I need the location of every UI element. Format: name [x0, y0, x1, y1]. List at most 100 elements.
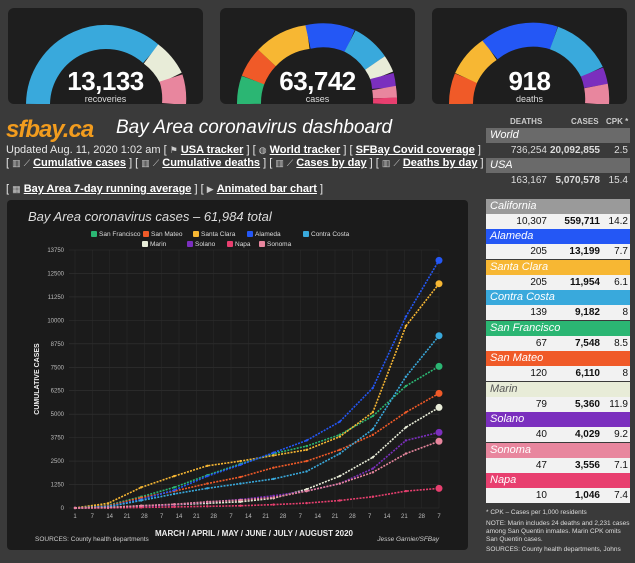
y-tick-label: 3750 — [51, 436, 65, 442]
row-cpk: 8 — [622, 368, 628, 379]
data-point — [139, 496, 143, 499]
chart-icon: ▥ — [141, 158, 150, 168]
y-tick-label: 8750 — [51, 342, 65, 348]
line-chart-icon: ⟋ — [393, 158, 400, 168]
row-deaths: 10,307 — [516, 216, 547, 227]
recoveries-gauge-arc — [26, 25, 187, 104]
y-tick-label: 6250 — [51, 389, 65, 395]
data-point — [371, 427, 375, 431]
y-tick-label: 10000 — [47, 318, 64, 324]
x-tick-label: 7 — [437, 514, 441, 520]
y-tick-label: 2500 — [51, 459, 65, 465]
row-name: Napa — [486, 473, 630, 488]
recoveries-gauge: 13,133 recoveries — [8, 8, 203, 104]
play-icon: ▶ — [206, 184, 214, 194]
series-line-solano — [74, 431, 440, 509]
x-tick-label: 21 — [332, 514, 339, 520]
line-chart-icon: ⟋ — [23, 158, 31, 168]
row-cases: 11,954 — [569, 277, 600, 288]
running-average-link[interactable]: Bay Area 7-day running average — [23, 183, 192, 195]
row-values: 120 6,110 8 — [486, 366, 630, 381]
row-deaths: 79 — [535, 399, 547, 410]
legend-label: Sonoma — [267, 241, 292, 248]
row-name: California — [486, 199, 630, 214]
row-name: Contra Costa — [486, 290, 630, 305]
data-point — [404, 384, 408, 388]
row-deaths: 120 — [530, 368, 547, 379]
x-tick-label: 14 — [314, 514, 321, 520]
data-point — [272, 494, 275, 498]
x-tick-label: 1 — [73, 514, 77, 520]
data-point — [404, 439, 408, 442]
y-tick-label: 0 — [61, 506, 65, 512]
footnote-sources: SOURCES: County health departments, John… — [486, 546, 621, 553]
flag-icon: ⚑ — [169, 145, 178, 155]
table-row-contra-costa: Contra Costa 139 9,182 8 — [486, 290, 630, 320]
sfbay-logo[interactable]: sfbay.ca — [6, 116, 108, 143]
legend-label: Marin — [150, 241, 167, 248]
recoveries-label: recoveries — [84, 94, 127, 104]
data-point — [206, 482, 209, 485]
chart-title: Bay Area coronavirus cases – 61,984 tota… — [28, 209, 272, 224]
row-name: Alameda — [486, 229, 630, 244]
row-values: 10,307 559,711 14.2 — [486, 214, 630, 229]
data-point — [371, 471, 375, 474]
row-deaths: 736,254 — [510, 145, 547, 156]
data-point — [139, 499, 143, 502]
series-endpoint — [435, 332, 443, 340]
data-point — [371, 456, 375, 459]
data-point — [404, 426, 408, 429]
footnote-cpk: * CPK – Cases per 1,000 residents — [486, 509, 587, 516]
x-tick-label: 28 — [141, 514, 148, 520]
data-point — [106, 506, 110, 509]
row-cpk: 14.2 — [608, 216, 628, 227]
data-point — [404, 489, 408, 493]
data-point — [272, 451, 275, 454]
deaths-label: deaths — [515, 94, 544, 104]
x-tick-label: 28 — [349, 514, 356, 520]
data-point — [305, 459, 308, 463]
data-point — [206, 500, 209, 504]
row-name: San Francisco — [486, 321, 630, 336]
nav-line-3: [ ▦ Bay Area 7-day running average ] [ ▶… — [6, 183, 324, 195]
row-deaths: 47 — [535, 460, 547, 471]
data-point — [338, 420, 341, 423]
data-point — [272, 503, 275, 506]
row-name: San Mateo — [486, 351, 630, 366]
cumulative-cases-link[interactable]: Cumulative cases — [33, 157, 127, 169]
line-chart-icon: ⟋ — [286, 158, 294, 168]
data-point — [338, 435, 341, 438]
series-line-marin — [74, 406, 440, 509]
col-header-deaths: DEATHS — [510, 117, 543, 126]
row-values: 139 9,182 8 — [486, 305, 630, 320]
table-row-usa: USA 163,167 5,070,578 15.4 — [486, 158, 630, 188]
table-row-santa-clara: Santa Clara 205 11,954 6.1 — [486, 260, 630, 290]
animated-bar-chart-link[interactable]: Animated bar chart — [216, 183, 317, 195]
series-line-napa — [74, 487, 440, 509]
data-point — [239, 482, 242, 485]
series-endpoint — [435, 428, 443, 436]
legend-swatch — [187, 241, 193, 247]
page-title: Bay Area coronavirus dashboard — [116, 117, 393, 138]
legend-label: Solano — [195, 241, 216, 248]
sfbay-coverage-link[interactable]: SFBay Covid coverage — [355, 144, 475, 156]
deaths-by-day-link[interactable]: Deaths by day — [402, 157, 478, 169]
x-tick-label: 7 — [160, 514, 164, 520]
y-axis-label: CUMULATIVE CASES — [34, 343, 41, 415]
data-point — [206, 505, 209, 508]
legend-swatch — [227, 241, 233, 247]
legend-swatch — [91, 231, 97, 237]
cumulative-deaths-link[interactable]: Cumulative deaths — [162, 157, 261, 169]
data-point — [239, 500, 242, 504]
updated-text: Updated Aug. 11, 2020 1:02 am — [6, 144, 161, 156]
cases-by-day-link[interactable]: Cases by day — [296, 157, 367, 169]
deaths-gauge-arc — [449, 22, 610, 104]
row-values: 736,254 20,092,855 2.5 — [486, 143, 630, 158]
footnote-note: NOTE: Marin includes 24 deaths and 2,231… — [486, 520, 630, 543]
world-tracker-link[interactable]: World tracker — [269, 144, 341, 156]
usa-tracker-link[interactable]: USA tracker — [180, 144, 244, 156]
data-point — [106, 502, 110, 505]
data-point — [404, 375, 408, 378]
row-cases: 7,548 — [574, 338, 600, 349]
data-point — [371, 414, 375, 418]
